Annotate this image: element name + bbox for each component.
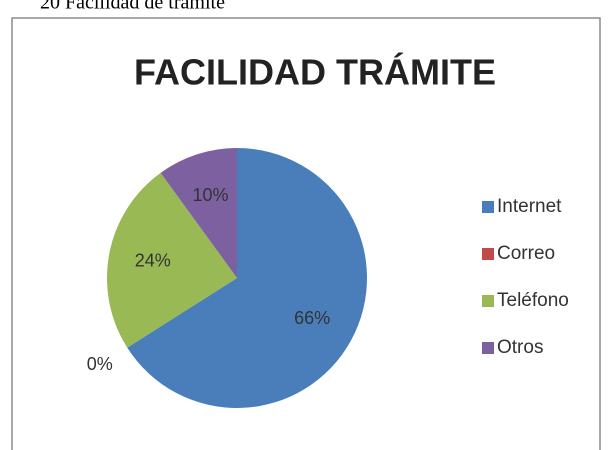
pie-slice <box>127 148 368 408</box>
data-label: 66% <box>294 308 330 328</box>
legend-swatch <box>482 248 494 260</box>
legend-label: Otros <box>497 337 543 358</box>
data-label: 10% <box>192 185 228 205</box>
pie: 66% 0% 24% 10% <box>87 148 368 408</box>
data-label: 0% <box>87 354 113 374</box>
caption: 20 Facilidad de trámite <box>40 0 225 14</box>
data-label: 24% <box>135 251 171 271</box>
legend-label: Internet <box>497 196 562 217</box>
legend-swatch <box>482 342 494 354</box>
legend: Internet Correo Teléfono Otros <box>482 196 569 358</box>
pie-slice <box>106 172 237 348</box>
legend-label: Teléfono <box>497 290 569 311</box>
legend-swatch <box>482 295 494 307</box>
legend-label: Correo <box>497 243 555 264</box>
legend-swatch <box>482 201 494 213</box>
chart-title: FACILIDAD TRÁMITE <box>134 52 496 93</box>
pie-slice <box>160 148 237 278</box>
